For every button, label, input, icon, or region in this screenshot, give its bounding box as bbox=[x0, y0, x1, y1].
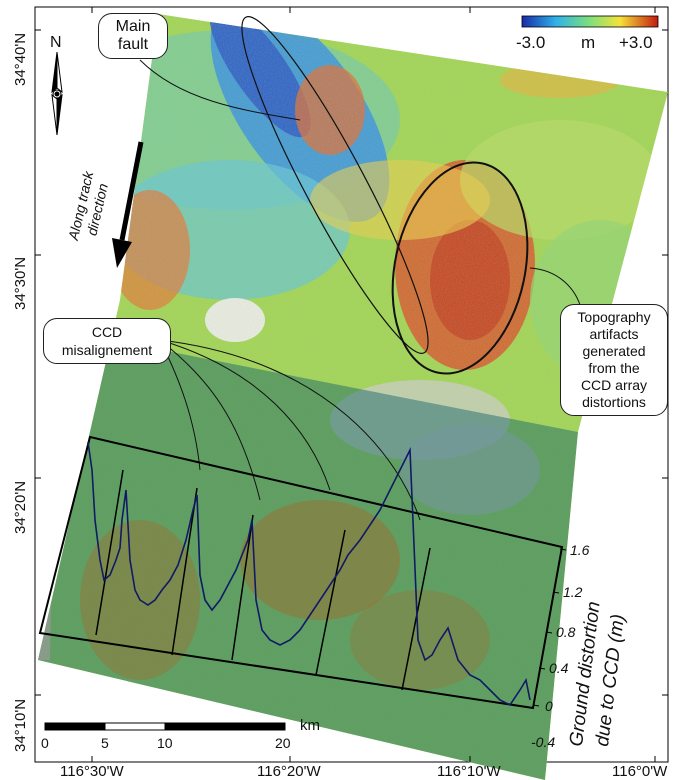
distortion-profile bbox=[87, 441, 531, 707]
lat-label-1: 34°40'N bbox=[12, 32, 29, 86]
profile-tick-2: 1.2 bbox=[563, 584, 583, 600]
lat-label-3: 34°20'N bbox=[12, 480, 29, 534]
north-arrow-icon bbox=[51, 51, 63, 136]
along-track-arrow-icon bbox=[112, 141, 144, 268]
lon-label-4: 116°0'W bbox=[612, 763, 668, 780]
graticule-ticks bbox=[35, 7, 668, 762]
lat-label-4: 34°10'N bbox=[12, 698, 29, 752]
lon-label-3: 116°10'W bbox=[437, 763, 501, 780]
profile-axis-ticks bbox=[532, 548, 567, 707]
colorbar-ramp bbox=[521, 15, 659, 28]
profile-tick-6: -0.4 bbox=[531, 734, 556, 750]
profile-tick-5: 0 bbox=[545, 698, 553, 714]
profile-box bbox=[38, 435, 564, 710]
topo-leader bbox=[529, 267, 581, 306]
profile-tick-4: 0.4 bbox=[549, 660, 569, 676]
lat-label-2: 34°30'N bbox=[12, 256, 29, 310]
colorbar-min-label: -3.0 bbox=[516, 33, 546, 52]
scale-tick-10: 10 bbox=[157, 735, 173, 751]
profile-tick-3: 0.8 bbox=[556, 624, 576, 640]
scale-tick-5: 5 bbox=[101, 735, 109, 751]
lon-label-1: 116°30'W bbox=[60, 763, 124, 780]
map-frame bbox=[34, 6, 669, 763]
topography-artifacts-label: Topography artifacts generated from the … bbox=[560, 304, 668, 416]
fault-ellipse bbox=[241, 16, 429, 354]
topography-ellipse bbox=[391, 161, 529, 375]
ccd-leaders bbox=[159, 339, 421, 521]
fault-leader bbox=[139, 59, 301, 121]
ccd-boundaries bbox=[95, 469, 431, 691]
ccd-misalignment-label: CCD misalignement bbox=[43, 318, 171, 364]
lon-label-2: 116°20'W bbox=[257, 763, 321, 780]
north-label: N bbox=[50, 34, 62, 51]
colorbar-max-label: +3.0 bbox=[619, 33, 653, 52]
colorbar-unit-label: m bbox=[581, 33, 596, 52]
main-fault-label: Main fault bbox=[98, 13, 168, 59]
scale-tick-0: 0 bbox=[41, 735, 49, 751]
scale-tick-20: 20 bbox=[275, 735, 291, 751]
profile-tick-1: 1.6 bbox=[570, 542, 590, 558]
scale-unit-label: km bbox=[300, 717, 320, 734]
scale-bar bbox=[44, 722, 286, 731]
